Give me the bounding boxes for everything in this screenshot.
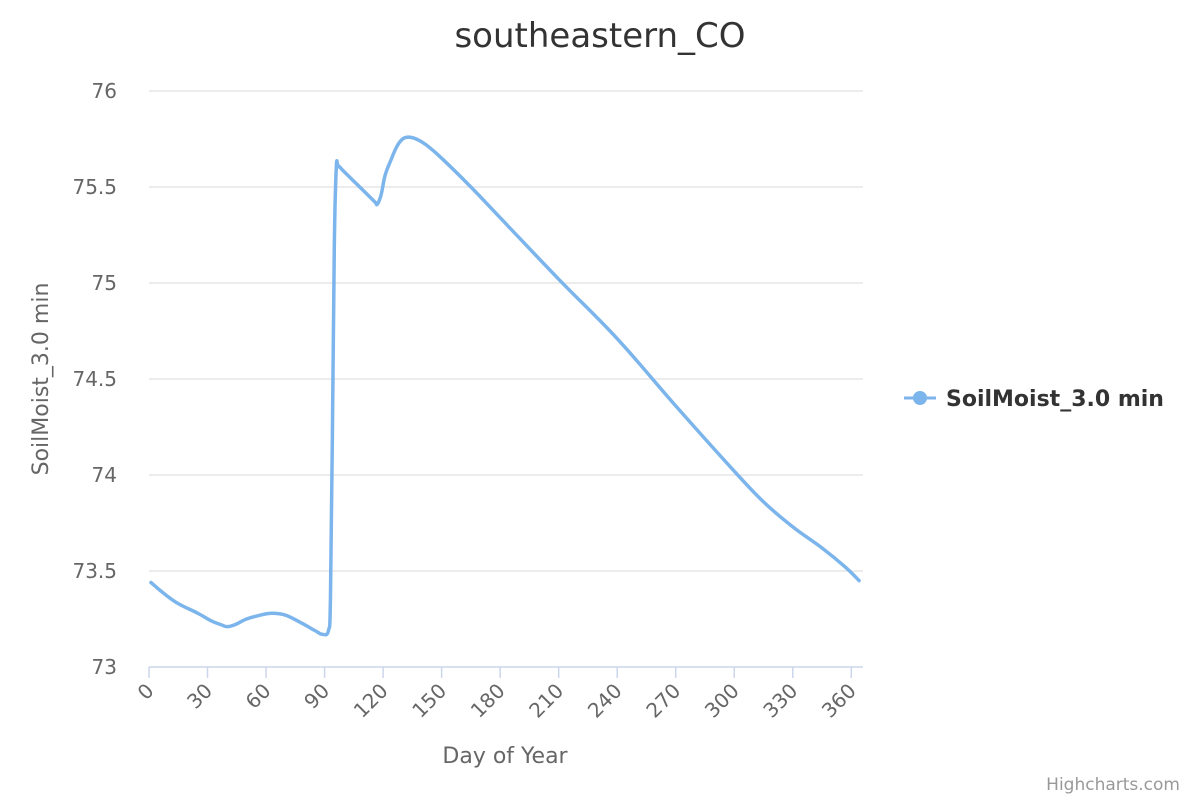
y-tick-label: 74.5 <box>72 367 117 391</box>
legend-item-label[interactable]: SoilMoist_3.0 min <box>946 387 1164 412</box>
y-tick-label: 75 <box>92 271 117 295</box>
y-axis-title: SoilMoist_3.0 min <box>29 283 54 476</box>
series-layer <box>149 135 861 637</box>
x-tick-label: 270 <box>641 679 685 723</box>
legend[interactable]: SoilMoist_3.0 min <box>904 387 1164 412</box>
legend-marker <box>913 391 927 405</box>
x-tick-label: 90 <box>299 679 334 714</box>
y-tick-label: 76 <box>92 79 117 103</box>
x-axis-title: Day of Year <box>442 744 568 769</box>
x-tick-label: 30 <box>182 679 217 714</box>
x-tick-label: 60 <box>241 679 276 714</box>
x-tick-label: 330 <box>758 679 802 723</box>
series-line[interactable] <box>149 135 861 637</box>
x-tick-label: 150 <box>407 679 451 723</box>
x-tick-label: 0 <box>133 679 159 705</box>
x-tick-label: 210 <box>524 679 568 723</box>
y-grid-lines <box>149 90 863 572</box>
x-tick-label: 360 <box>817 679 861 723</box>
y-axis-ticks: 73 73.5 74 74.5 75 75.5 76 <box>72 79 117 679</box>
x-tick-label: 120 <box>349 679 393 723</box>
y-tick-label: 74 <box>92 463 117 487</box>
y-tick-label: 73.5 <box>72 559 117 583</box>
credits-link[interactable]: Highcharts.com <box>1046 775 1180 795</box>
chart-title: southeastern_CO <box>454 16 745 56</box>
x-tick-label: 240 <box>583 679 627 723</box>
x-tick-label: 180 <box>466 679 510 723</box>
x-tick-label: 300 <box>700 679 744 723</box>
y-tick-label: 73 <box>92 655 117 679</box>
x-axis-ticks: 0 30 60 90 120 150 180 210 240 270 300 330 360 <box>133 667 861 723</box>
y-tick-label: 75.5 <box>72 175 117 199</box>
